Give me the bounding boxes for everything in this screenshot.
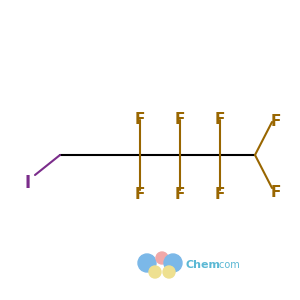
Text: F: F xyxy=(135,112,145,127)
Circle shape xyxy=(156,252,168,264)
Circle shape xyxy=(164,254,182,272)
Circle shape xyxy=(149,266,161,278)
Circle shape xyxy=(138,254,156,272)
Text: F: F xyxy=(215,112,225,127)
Text: F: F xyxy=(135,187,145,202)
Text: F: F xyxy=(215,187,225,202)
Text: F: F xyxy=(271,185,281,200)
Text: F: F xyxy=(175,112,185,127)
Text: I: I xyxy=(25,174,31,192)
Text: .com: .com xyxy=(216,260,240,270)
Circle shape xyxy=(163,266,175,278)
Text: F: F xyxy=(271,114,281,129)
Text: F: F xyxy=(175,187,185,202)
Text: Chem: Chem xyxy=(185,260,220,270)
